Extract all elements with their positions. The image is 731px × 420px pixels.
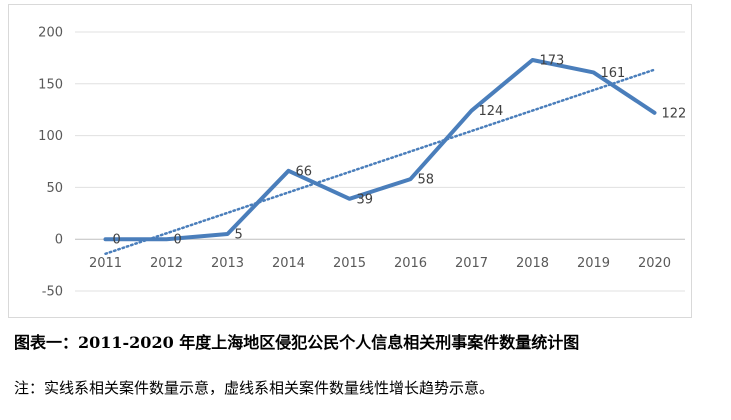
x-tick-label: 2017 <box>455 256 488 271</box>
trendline <box>104 68 656 256</box>
y-tick-label: -50 <box>42 285 63 300</box>
trendline-layer <box>104 68 656 256</box>
data-label: 122 <box>662 106 687 121</box>
y-tick-label: 150 <box>38 77 63 92</box>
x-axis-ticks: 2011 2012 2013 2014 2015 2016 2017 2018 2019 2020 <box>89 256 671 271</box>
x-tick-label: 2014 <box>272 256 305 271</box>
chart-frame: 200 150 100 50 0 -50 2011 2012 2013 2014 2015 2016… <box>8 4 692 318</box>
data-label: 66 <box>296 164 313 179</box>
x-tick-label: 2013 <box>211 256 244 271</box>
data-label: 173 <box>540 53 565 68</box>
x-tick-label: 2016 <box>394 256 427 271</box>
data-labels: 0 0 5 66 39 58 124 173 161 122 <box>113 53 687 247</box>
y-axis-ticks: 200 150 100 50 0 -50 <box>38 26 63 300</box>
data-label: 39 <box>357 192 374 207</box>
y-tick-label: 0 <box>55 233 63 248</box>
y-tick-label: 200 <box>38 26 63 41</box>
data-label: 124 <box>479 104 504 119</box>
x-tick-label: 2012 <box>150 256 183 271</box>
data-label: 5 <box>235 228 243 243</box>
y-tick-label: 100 <box>38 129 63 144</box>
data-label: 0 <box>174 233 182 248</box>
figure-note: 注：实线系相关案件数量示意，虚线系相关案件数量线性增长趋势示意。 <box>14 379 495 397</box>
figure-caption: 图表一：2011-2020 年度上海地区侵犯公民个人信息相关刑事案件数量统计图 <box>14 333 580 352</box>
x-tick-label: 2015 <box>333 256 366 271</box>
data-label: 161 <box>601 66 626 81</box>
y-tick-label: 50 <box>46 181 63 196</box>
x-tick-label: 2019 <box>577 256 610 271</box>
x-tick-label: 2011 <box>89 256 122 271</box>
x-tick-label: 2020 <box>638 256 671 271</box>
data-label: 58 <box>418 173 435 188</box>
series-line <box>103 58 657 242</box>
x-tick-label: 2018 <box>516 256 549 271</box>
series-layer <box>103 58 657 242</box>
data-label: 0 <box>113 233 121 248</box>
